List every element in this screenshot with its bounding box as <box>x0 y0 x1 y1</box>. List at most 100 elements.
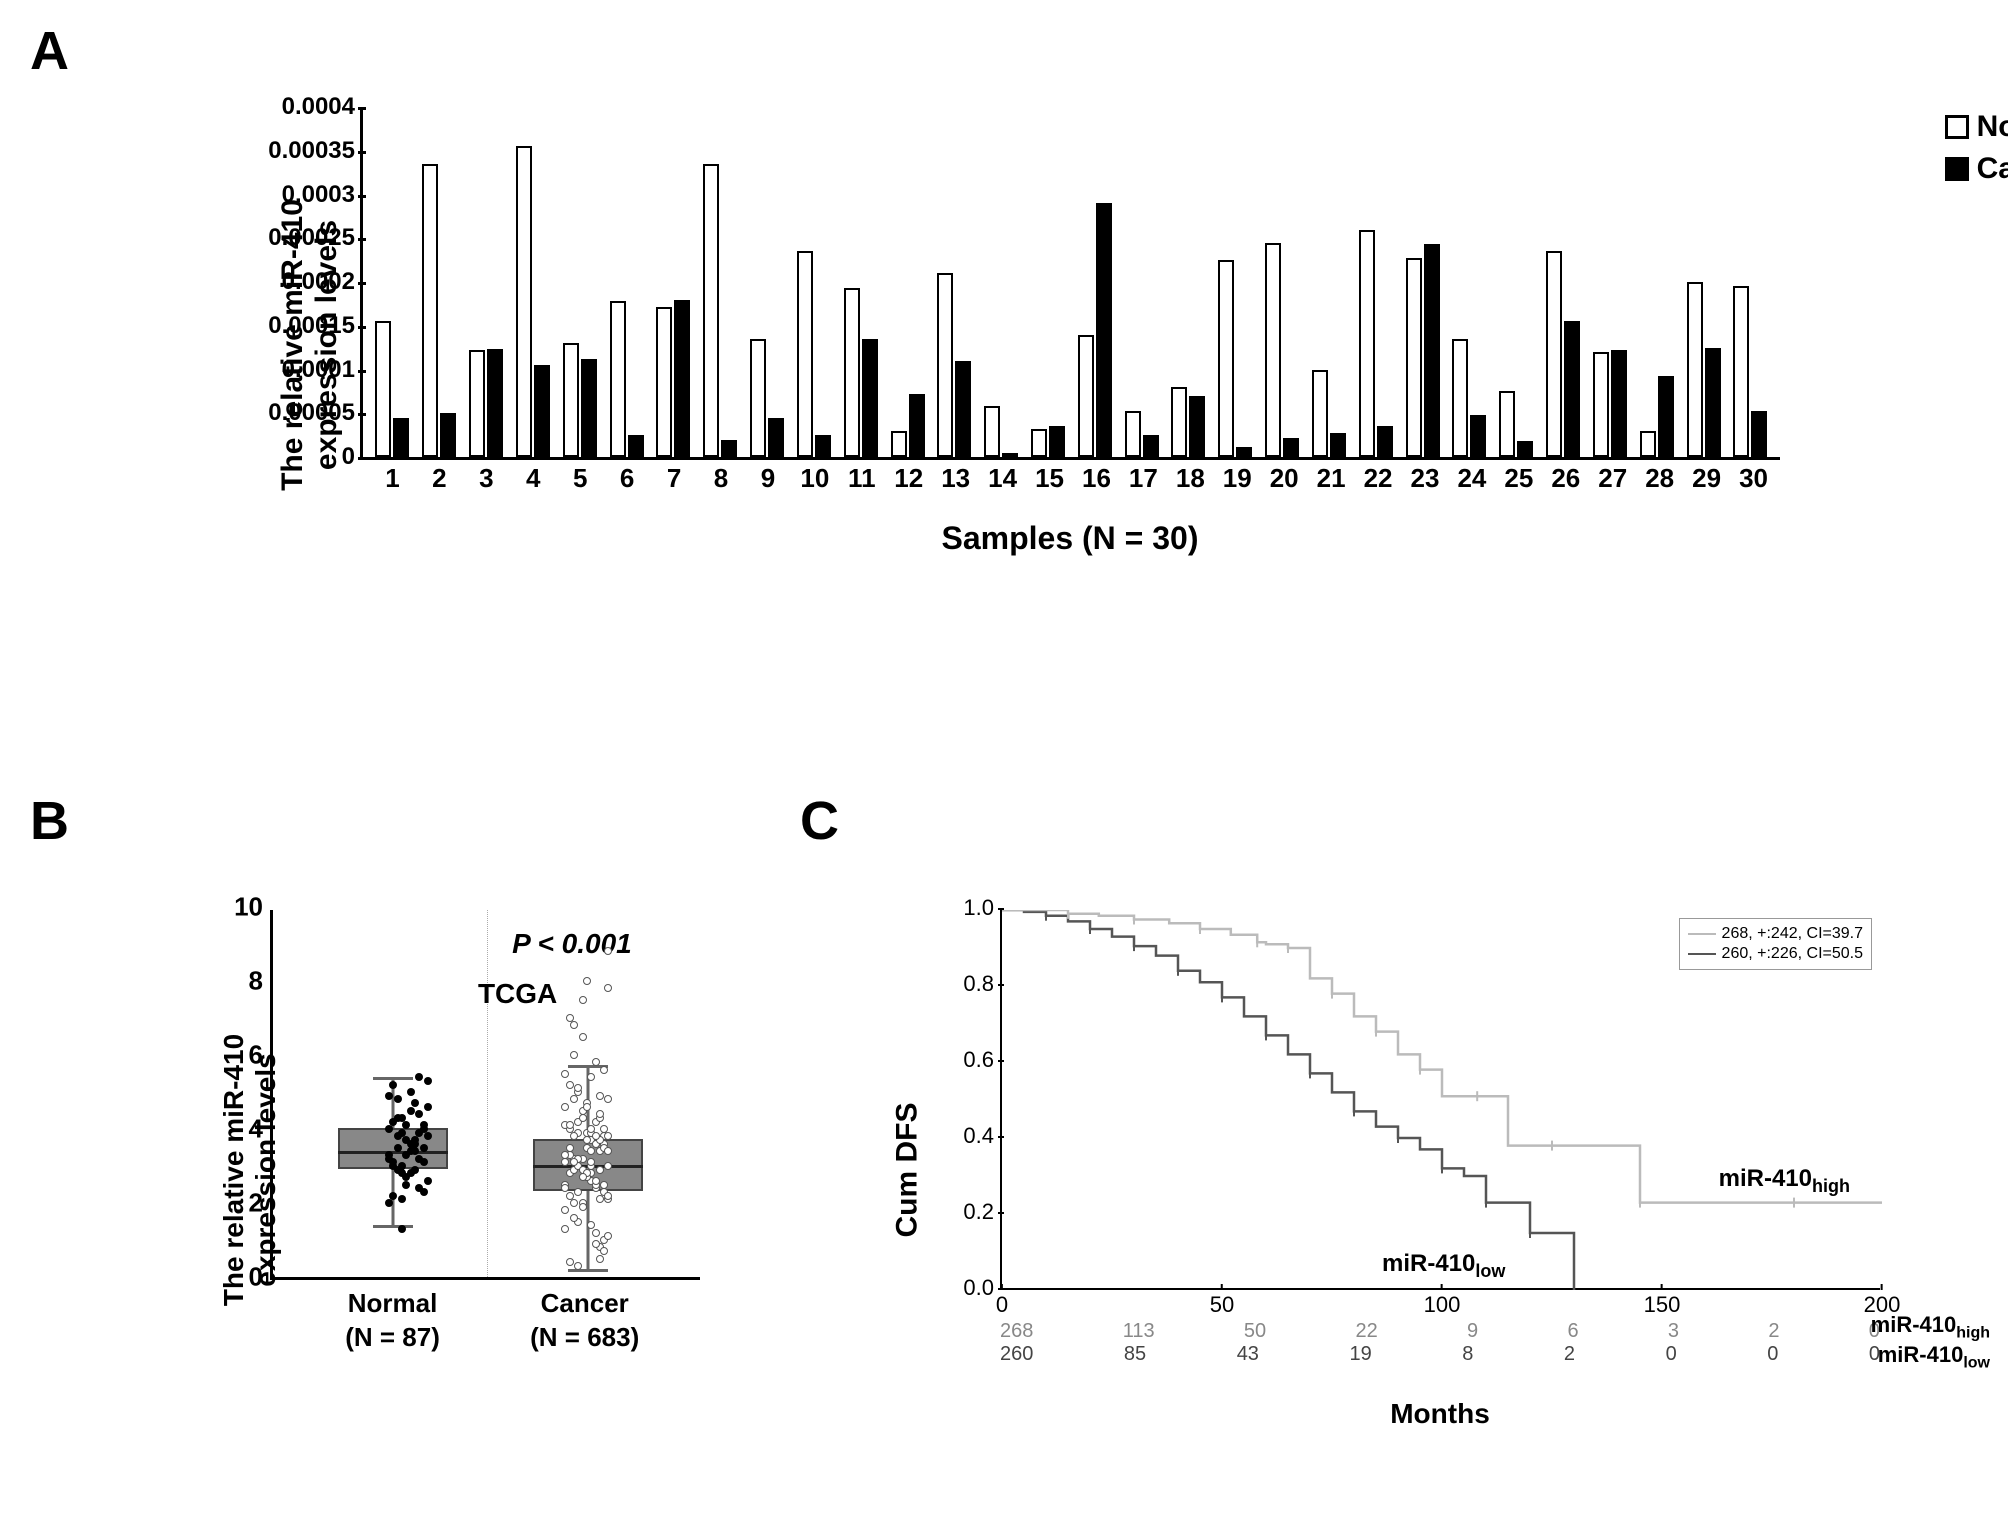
bar-group <box>1352 110 1399 457</box>
legend-label-cancer: Cancer <box>1977 152 2008 186</box>
panel-c-plot-area: 0.00.20.40.60.81.0 050100150200 268, +:2… <box>1000 910 1880 1290</box>
ytick: 8 <box>249 966 273 997</box>
bar-cancer <box>768 418 784 457</box>
risk-label-high-sub: high <box>1956 1324 1990 1341</box>
group-name-cancer: Cancer <box>541 1288 629 1318</box>
risk-label-low: miR-410low <box>1878 1342 1990 1372</box>
ytick: 6 <box>249 1040 273 1071</box>
ytick: 0.00005 <box>268 399 363 427</box>
legend-swatch-normal <box>1945 115 1969 139</box>
bar-normal <box>1406 258 1422 458</box>
xtick: 21 <box>1317 457 1346 494</box>
ytick: 0.00035 <box>268 137 363 165</box>
legend-swatch-cancer <box>1945 157 1969 181</box>
bar-cancer <box>487 349 503 457</box>
ytick: 0 <box>342 443 363 471</box>
bar-normal <box>610 301 626 457</box>
xtick: 28 <box>1645 457 1674 494</box>
risk-table: 268113502296320 26085431982000 <box>1000 1320 1880 1366</box>
bar-normal <box>1078 335 1094 458</box>
panel-label-b: B <box>30 790 69 852</box>
bar-normal <box>1312 370 1328 458</box>
bar-normal <box>891 431 907 457</box>
bar-cancer <box>1517 441 1533 457</box>
bar-normal <box>844 288 860 457</box>
risk-value: 22 <box>1355 1320 1377 1343</box>
panel-label-a: A <box>30 20 69 82</box>
xtick: 14 <box>988 457 1017 494</box>
survival-curve <box>1002 910 1574 1290</box>
xtick: 6 <box>620 457 634 494</box>
xtick: 24 <box>1457 457 1486 494</box>
bar-cancer <box>628 435 644 457</box>
bar-normal <box>1171 387 1187 457</box>
bar-cancer <box>534 365 550 457</box>
ylabel-text: The relative miR-410 expression levels <box>276 155 344 535</box>
boxplot-cancer <box>523 910 653 1277</box>
bar-group <box>1212 110 1259 457</box>
bar-normal <box>516 146 532 457</box>
ytick: 0.8 <box>963 971 1002 997</box>
panel-c-xlabel: Months <box>1390 1398 1490 1430</box>
risk-label-low-sub: low <box>1963 1354 1990 1371</box>
group-name-normal: Normal <box>348 1288 438 1318</box>
ytick: 0.4 <box>963 1123 1002 1149</box>
bar-group <box>790 110 837 457</box>
bar-normal <box>797 251 813 457</box>
risk-value: 0 <box>1666 1343 1677 1366</box>
legend-row-low: 260, +:226, CI=50.5 <box>1688 945 1863 963</box>
gridline <box>487 910 488 1277</box>
bar-cancer <box>581 359 597 457</box>
xtick: 50 <box>1210 1288 1234 1318</box>
bar-group <box>463 110 510 457</box>
xlabel-cancer: Cancer (N = 683) <box>530 1277 639 1355</box>
legend-label-normal: Normal <box>1977 110 2008 144</box>
bar-normal <box>1733 286 1749 457</box>
xtick: 16 <box>1082 457 1111 494</box>
panel-c-survival: Cum DFS 0.00.20.40.60.81.0 050100150200 … <box>890 890 1990 1450</box>
bar-group <box>509 110 556 457</box>
xtick: 19 <box>1223 457 1252 494</box>
panel-a-ylabel: The relative miR-410 expression levels <box>276 155 344 535</box>
risk-value: 8 <box>1462 1343 1473 1366</box>
bar-cancer <box>1564 321 1580 457</box>
ytick: 0.6 <box>963 1047 1002 1073</box>
risk-value: 0 <box>1767 1343 1778 1366</box>
risk-value: 19 <box>1349 1343 1371 1366</box>
ytick: 0.00025 <box>268 224 363 252</box>
bar-cancer <box>440 413 456 457</box>
bar-group <box>884 110 931 457</box>
bar-cancer <box>1330 433 1346 458</box>
bar-cancer <box>1283 438 1299 457</box>
bar-cancer <box>1705 348 1721 457</box>
ytick: 4 <box>249 1114 273 1145</box>
bar-normal <box>375 321 391 457</box>
bar-cancer <box>1751 411 1767 457</box>
panel-c-ylabel: Cum DFS <box>891 1103 925 1238</box>
legend-line-high <box>1688 933 1716 935</box>
bar-group <box>1165 110 1212 457</box>
legend-line-low <box>1688 953 1716 955</box>
bar-cancer <box>1189 396 1205 457</box>
bar-normal <box>1546 251 1562 457</box>
risk-value: 50 <box>1244 1320 1266 1343</box>
bar-group <box>556 110 603 457</box>
xtick: 2 <box>432 457 446 494</box>
ytick: 10 <box>234 892 273 923</box>
bar-normal <box>750 339 766 457</box>
bar-cancer <box>721 440 737 458</box>
bar-group <box>1071 110 1118 457</box>
risk-value: 260 <box>1000 1343 1033 1366</box>
curve-label-high-sub: high <box>1812 1176 1850 1196</box>
xtick: 8 <box>714 457 728 494</box>
risk-row-high: 268113502296320 <box>1000 1320 1880 1343</box>
ytick: 0.0003 <box>282 181 363 209</box>
panel-a-legend: Normal Cancer <box>1945 110 2008 194</box>
panel-b-boxplot: The relative miR-410 expression levels 0… <box>120 890 740 1450</box>
bar-cancer <box>815 435 831 457</box>
risk-row-low: 26085431982000 <box>1000 1343 1880 1366</box>
risk-value: 9 <box>1467 1320 1478 1343</box>
curve-label-low-text: miR-410 <box>1382 1250 1475 1277</box>
xtick: 0 <box>996 1288 1008 1318</box>
bar-group <box>1025 110 1072 457</box>
